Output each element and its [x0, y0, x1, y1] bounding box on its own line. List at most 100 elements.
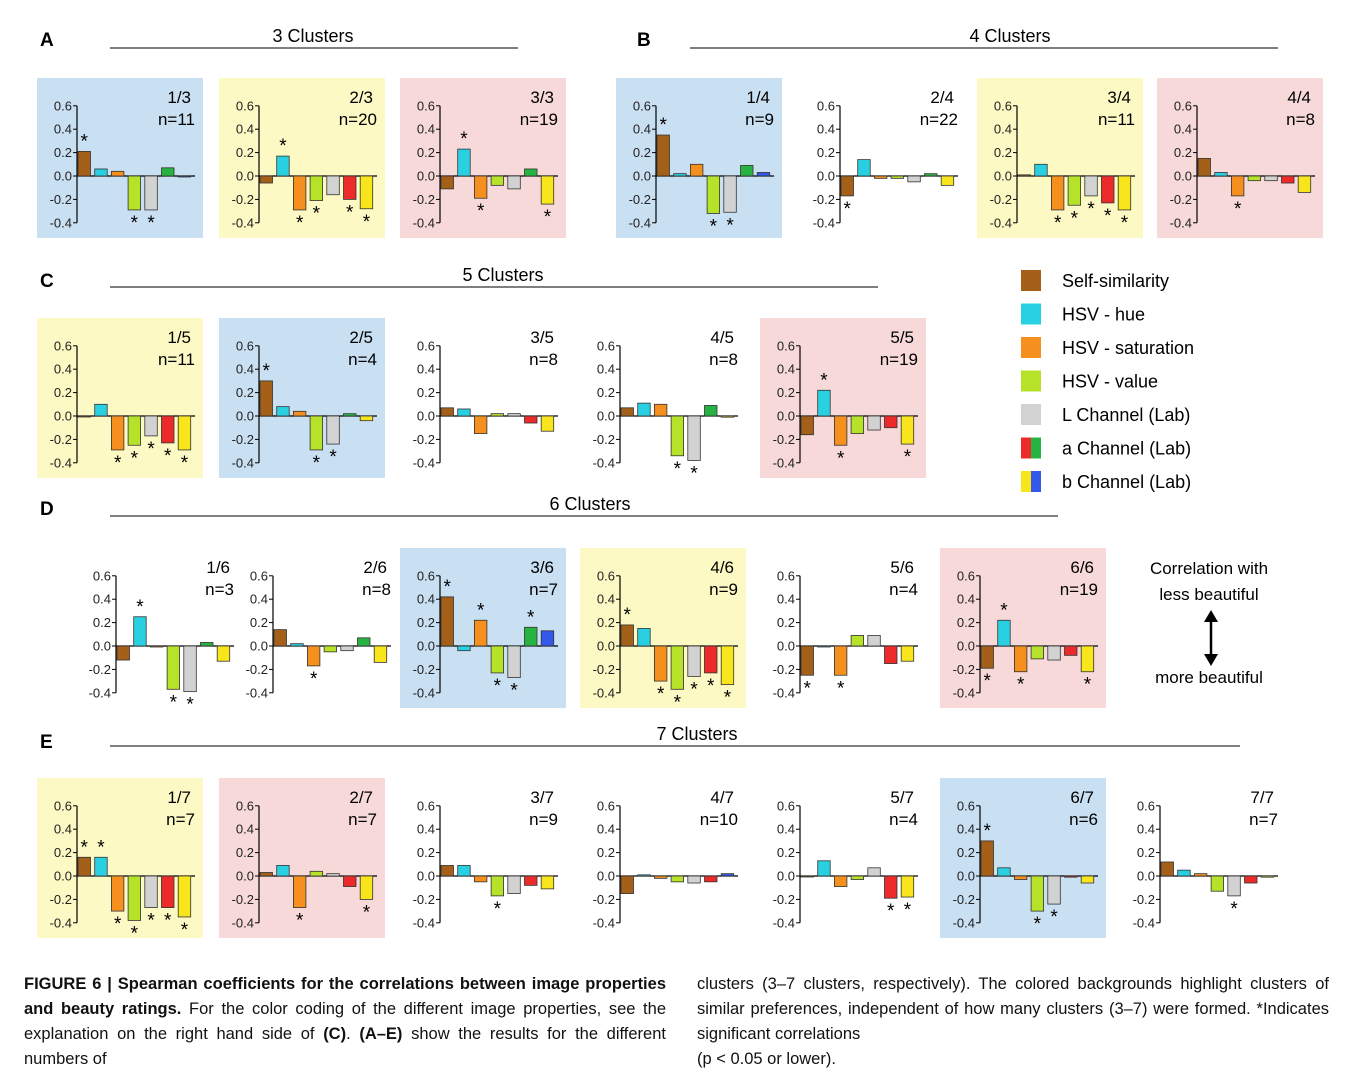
y-tick-label: 0.6 [54, 338, 72, 353]
panel-n-label: n=22 [920, 110, 958, 129]
bar-a-channel-lab- [524, 626, 538, 647]
bar-self-similarity [800, 875, 814, 878]
y-tick-label: -0.4 [50, 915, 72, 930]
y-tick-label: -0.2 [232, 432, 254, 447]
section-letter: D [40, 499, 54, 520]
y-tick-label: -0.4 [232, 915, 254, 930]
bar-hsv-saturation [874, 175, 888, 179]
y-tick-label: -0.4 [813, 215, 835, 230]
legend-entry: Self-similarity [1021, 270, 1169, 291]
y-tick-label: 0.4 [597, 362, 615, 377]
bar-self-similarity [800, 645, 814, 676]
y-tick-label: -0.4 [953, 685, 975, 700]
y-tick-label: 0.6 [633, 98, 651, 113]
bar-l-channel-lab- [340, 645, 354, 652]
section-title: 6 Clusters [549, 494, 630, 514]
bar-hsv-value [309, 175, 324, 201]
section-title: 4 Clusters [969, 26, 1050, 46]
bar-l-channel-lab- [1084, 175, 1098, 197]
bar-l-channel-lab- [507, 875, 521, 894]
bar-b-channel-lab- [1080, 875, 1095, 884]
bar-b-channel-lab- [720, 645, 735, 686]
bar-self-similarity [620, 407, 634, 417]
y-tick-label: -0.2 [50, 892, 72, 907]
y-tick-label: 0.6 [994, 98, 1012, 113]
panel-3-of-7: 0.6 0.4 0.2 0.0 -0.2 -0.4 3/7 n=9 * [413, 788, 558, 930]
significance-star: * [1000, 600, 1008, 621]
significance-star: * [131, 448, 139, 469]
legend-entry: a Channel (Lab) [1021, 437, 1191, 459]
panel-n-label: n=7 [529, 580, 558, 599]
y-tick-label: 0.4 [957, 822, 975, 837]
bar-hsv-value [1067, 175, 1081, 206]
y-tick-label: 0.4 [817, 122, 835, 137]
significance-star: * [81, 131, 89, 152]
panel-cluster-label: 3/3 [530, 88, 554, 107]
bar-hsv-value [166, 645, 181, 690]
legend-label: a Channel (Lab) [1062, 439, 1191, 459]
bar-hsv-value [490, 875, 505, 897]
y-tick-label: 0.0 [1137, 869, 1155, 884]
bar-self-similarity [440, 175, 454, 190]
panel-background [37, 318, 203, 478]
panel-n-label: n=7 [166, 810, 195, 829]
section-c-header: C 5 Clusters [40, 265, 878, 292]
y-tick-label: -0.4 [773, 455, 795, 470]
panel-cluster-label: 6/7 [1070, 788, 1094, 807]
bar-l-channel-lab- [867, 415, 881, 431]
y-tick-label: 0.4 [236, 362, 254, 377]
y-tick-label: -0.2 [413, 192, 435, 207]
significance-star: * [460, 129, 468, 150]
significance-star: * [296, 911, 304, 932]
bar-self-similarity [1197, 158, 1211, 177]
panel-7-of-7: 0.6 0.4 0.2 0.0 -0.2 -0.4 7/7 n=7 * [1133, 788, 1278, 930]
y-tick-label: 0.2 [597, 615, 615, 630]
direction-legend: Correlation with less beautiful more bea… [1150, 559, 1268, 687]
panel-n-label: n=4 [889, 580, 918, 599]
significance-star: * [186, 695, 194, 716]
bar-b-channel-lab- [540, 630, 555, 647]
y-tick-label: 0.2 [236, 845, 254, 860]
significance-star: * [494, 899, 502, 920]
y-tick-label: 0.2 [1174, 145, 1192, 160]
bar-hsv-saturation [834, 875, 848, 887]
panel-cluster-label: 2/5 [349, 328, 373, 347]
panel-cluster-label: 1/4 [746, 88, 770, 107]
bar-a-channel-lab- [343, 413, 357, 417]
y-tick-label: -0.4 [50, 215, 72, 230]
y-tick-label: 0.2 [54, 385, 72, 400]
bar-hsv-value [670, 875, 684, 883]
y-tick-label: -0.2 [629, 192, 651, 207]
significance-star: * [904, 447, 912, 468]
y-tick-label: 0.4 [777, 592, 795, 607]
significance-star: * [844, 199, 852, 220]
panel-n-label: n=8 [529, 350, 558, 369]
bar-hsv-saturation [306, 645, 321, 667]
panel-n-label: n=11 [1098, 110, 1135, 129]
panel-n-label: n=4 [348, 350, 377, 369]
significance-star: * [984, 821, 992, 842]
legend-label: HSV - hue [1062, 305, 1145, 325]
y-tick-label: 0.6 [597, 568, 615, 583]
panel-n-label: n=9 [745, 110, 774, 129]
section-title: 7 Clusters [656, 724, 737, 744]
bar-hsv-value [850, 875, 864, 880]
bar-l-channel-lab- [1227, 875, 1241, 897]
bar-hsv-hue [817, 645, 831, 648]
bar-l-channel-lab- [687, 875, 701, 884]
y-tick-label: 0.6 [54, 98, 72, 113]
y-tick-label: 0.4 [633, 122, 651, 137]
panel-background [219, 318, 385, 478]
legend-swatch [1021, 404, 1041, 425]
bar-hsv-hue [997, 867, 1011, 877]
significance-star: * [804, 678, 812, 699]
y-tick-label: 0.2 [54, 845, 72, 860]
bar-hsv-hue [276, 155, 290, 177]
y-tick-label: -0.4 [593, 915, 615, 930]
panel-n-label: n=11 [158, 110, 195, 129]
y-tick-label: 0.0 [817, 169, 835, 184]
panel-background [1157, 78, 1323, 238]
y-tick-label: 0.0 [236, 869, 254, 884]
y-tick-label: -0.2 [773, 662, 795, 677]
bar-l-channel-lab- [183, 645, 197, 693]
